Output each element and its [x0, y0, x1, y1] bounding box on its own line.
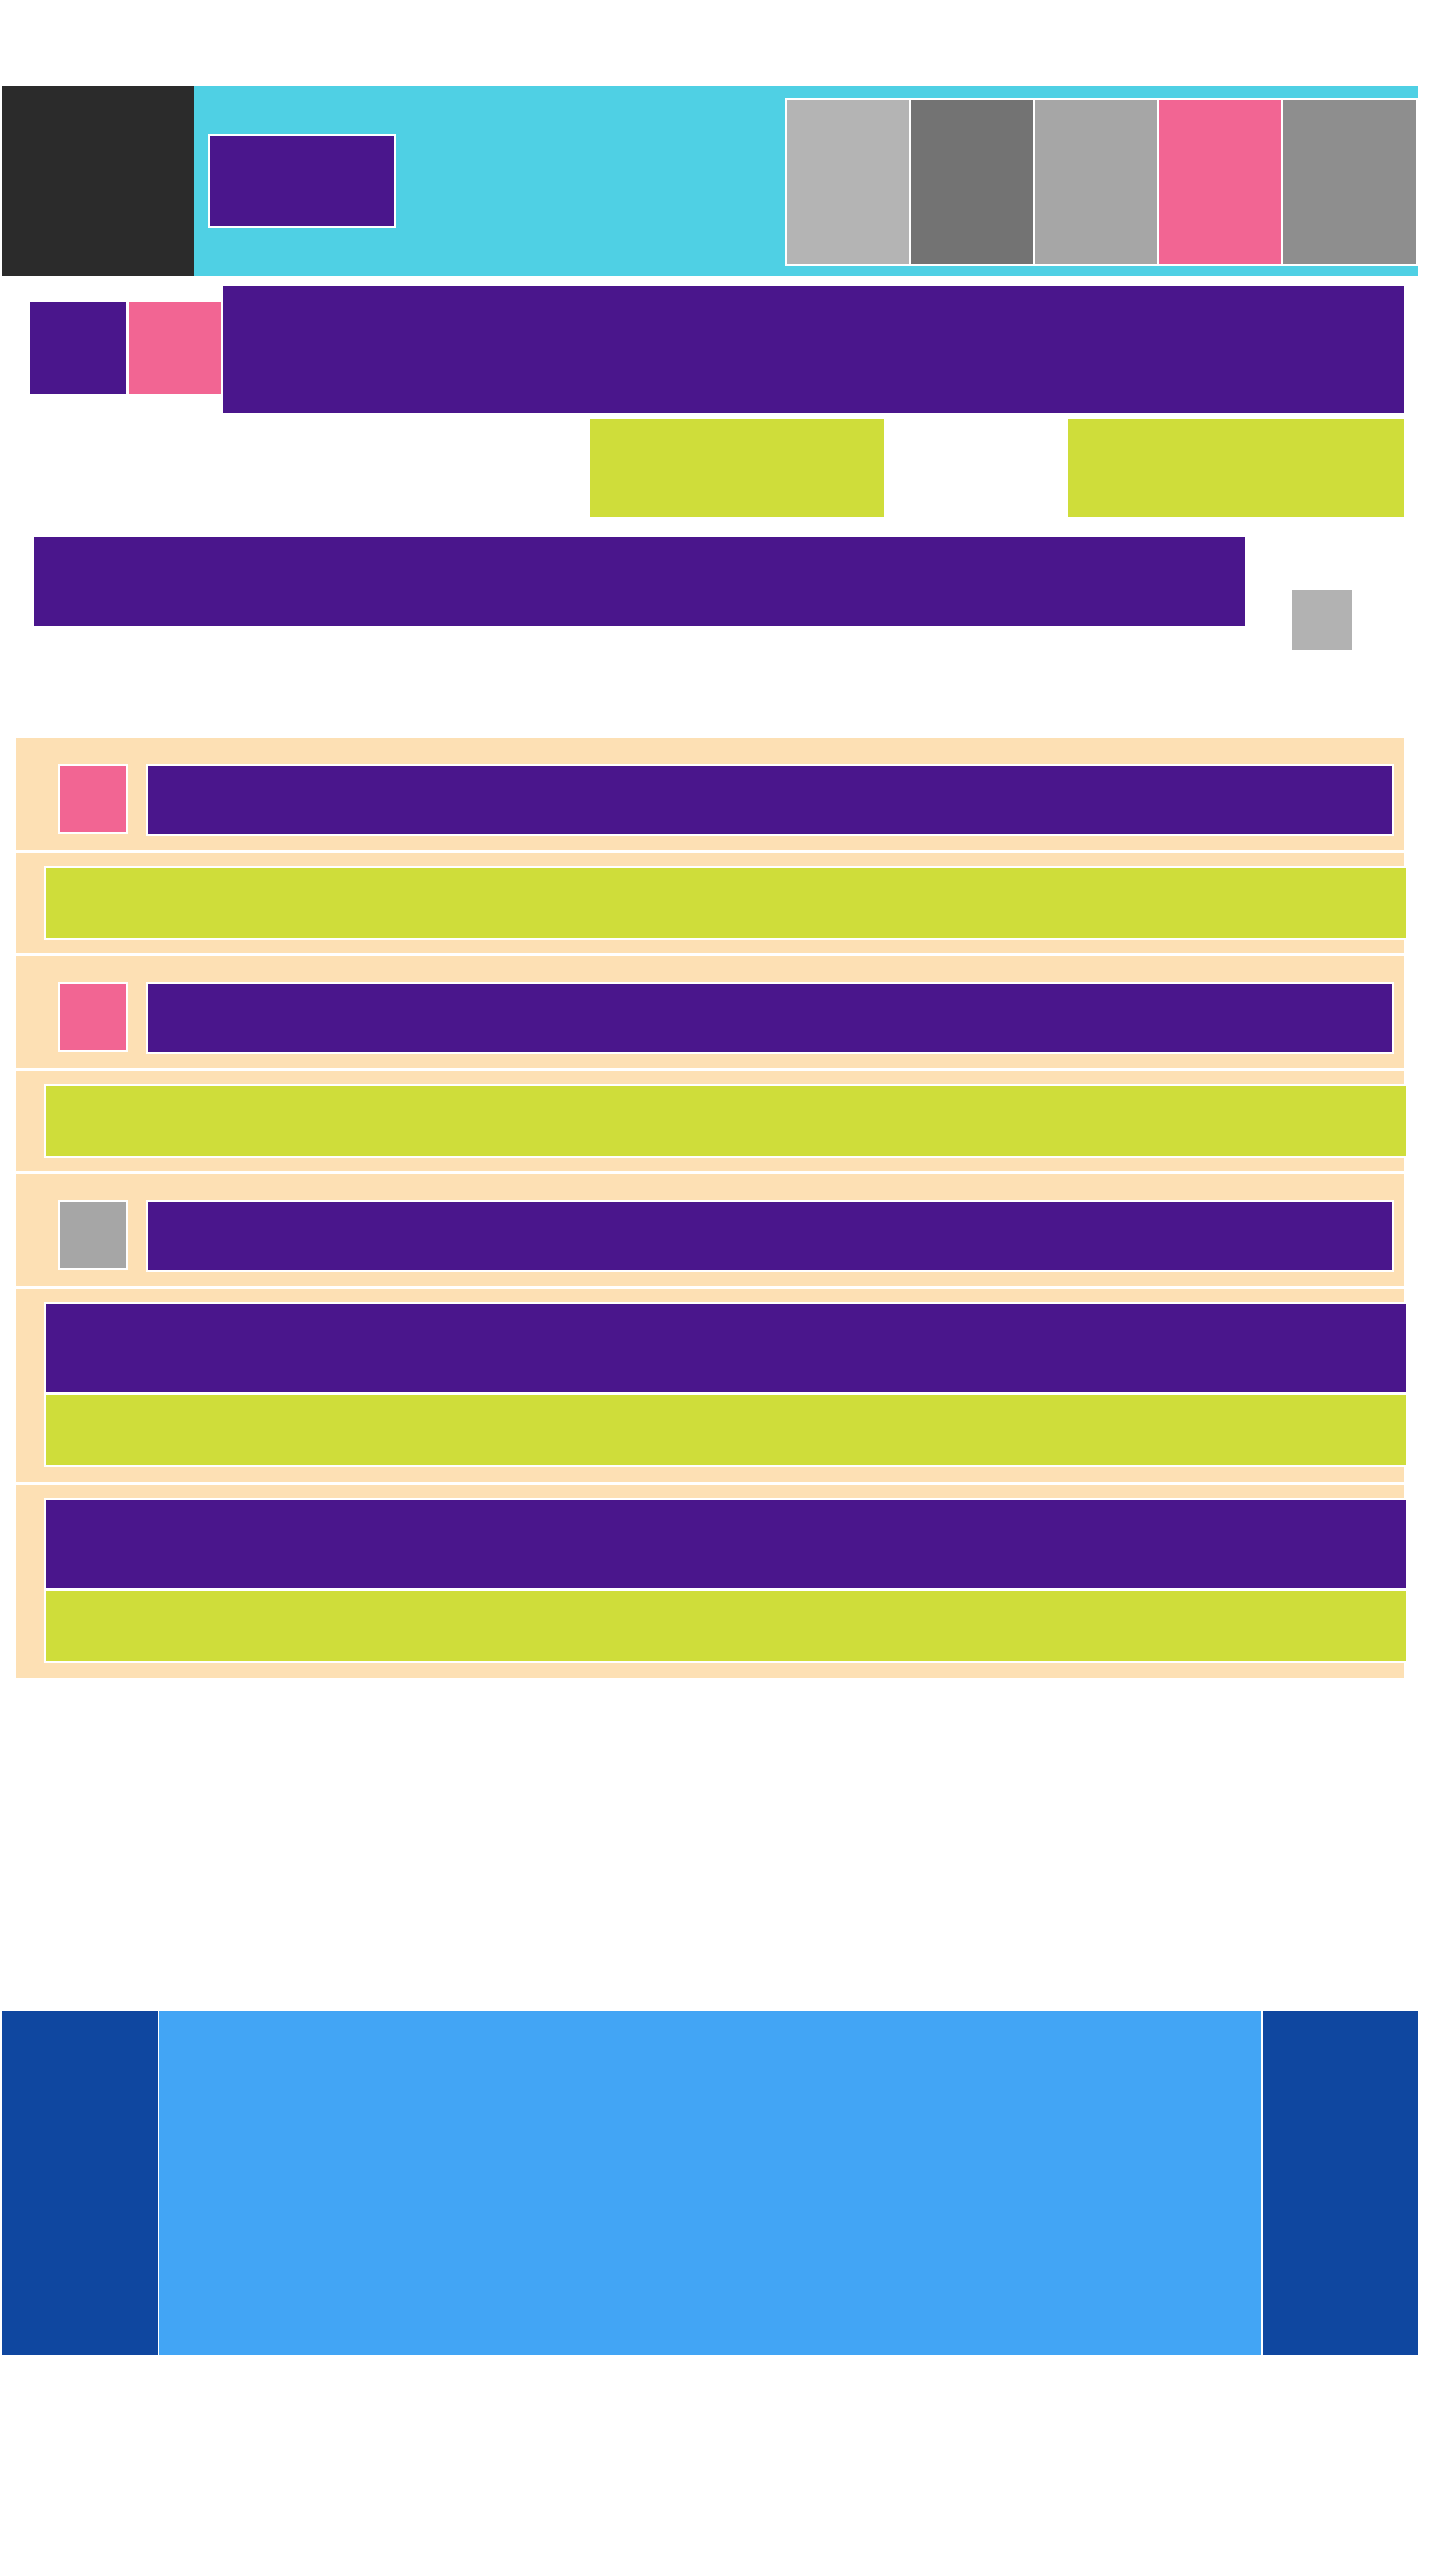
header-thumbnail-2[interactable]	[909, 98, 1035, 266]
header-thumbnail-4[interactable]	[1157, 98, 1283, 266]
header-menu-button[interactable]	[208, 134, 396, 228]
feed-block	[16, 1485, 1408, 1678]
footer-right-panel[interactable]	[1263, 2011, 1418, 2355]
hero-nav-button[interactable]	[30, 302, 126, 394]
app-logo[interactable]	[2, 86, 194, 276]
secondary-action-button[interactable]	[1068, 419, 1404, 517]
feed-item-header	[16, 1174, 1404, 1286]
header-thumbnail-5[interactable]	[1281, 98, 1418, 266]
item-title[interactable]	[146, 764, 1394, 836]
block-heading[interactable]	[44, 1302, 1408, 1394]
item-avatar-icon	[58, 982, 128, 1052]
search-input[interactable]	[34, 537, 1245, 626]
block-heading[interactable]	[44, 1498, 1408, 1590]
item-body-text	[44, 866, 1408, 940]
hero-badge-icon[interactable]	[129, 302, 221, 394]
footer-left-panel[interactable]	[2, 2011, 158, 2355]
header-thumbnail-1[interactable]	[785, 98, 911, 266]
feed-item-header	[16, 956, 1404, 1068]
footer-main-panel	[159, 2011, 1261, 2355]
item-avatar-icon	[58, 764, 128, 834]
feed-item-body	[16, 853, 1408, 953]
item-body-text	[44, 1084, 1408, 1158]
item-avatar-icon	[58, 1200, 128, 1270]
header-thumbnail-3[interactable]	[1033, 98, 1159, 266]
block-body-text	[44, 1393, 1408, 1467]
item-title[interactable]	[146, 982, 1394, 1054]
search-icon[interactable]	[1292, 590, 1352, 650]
block-body-text	[44, 1589, 1408, 1663]
hero-banner	[223, 286, 1404, 413]
feed-item-header	[16, 738, 1404, 850]
item-title[interactable]	[146, 1200, 1394, 1272]
primary-action-button[interactable]	[590, 419, 884, 517]
feed-block	[16, 1289, 1408, 1482]
feed-item-body	[16, 1071, 1408, 1171]
